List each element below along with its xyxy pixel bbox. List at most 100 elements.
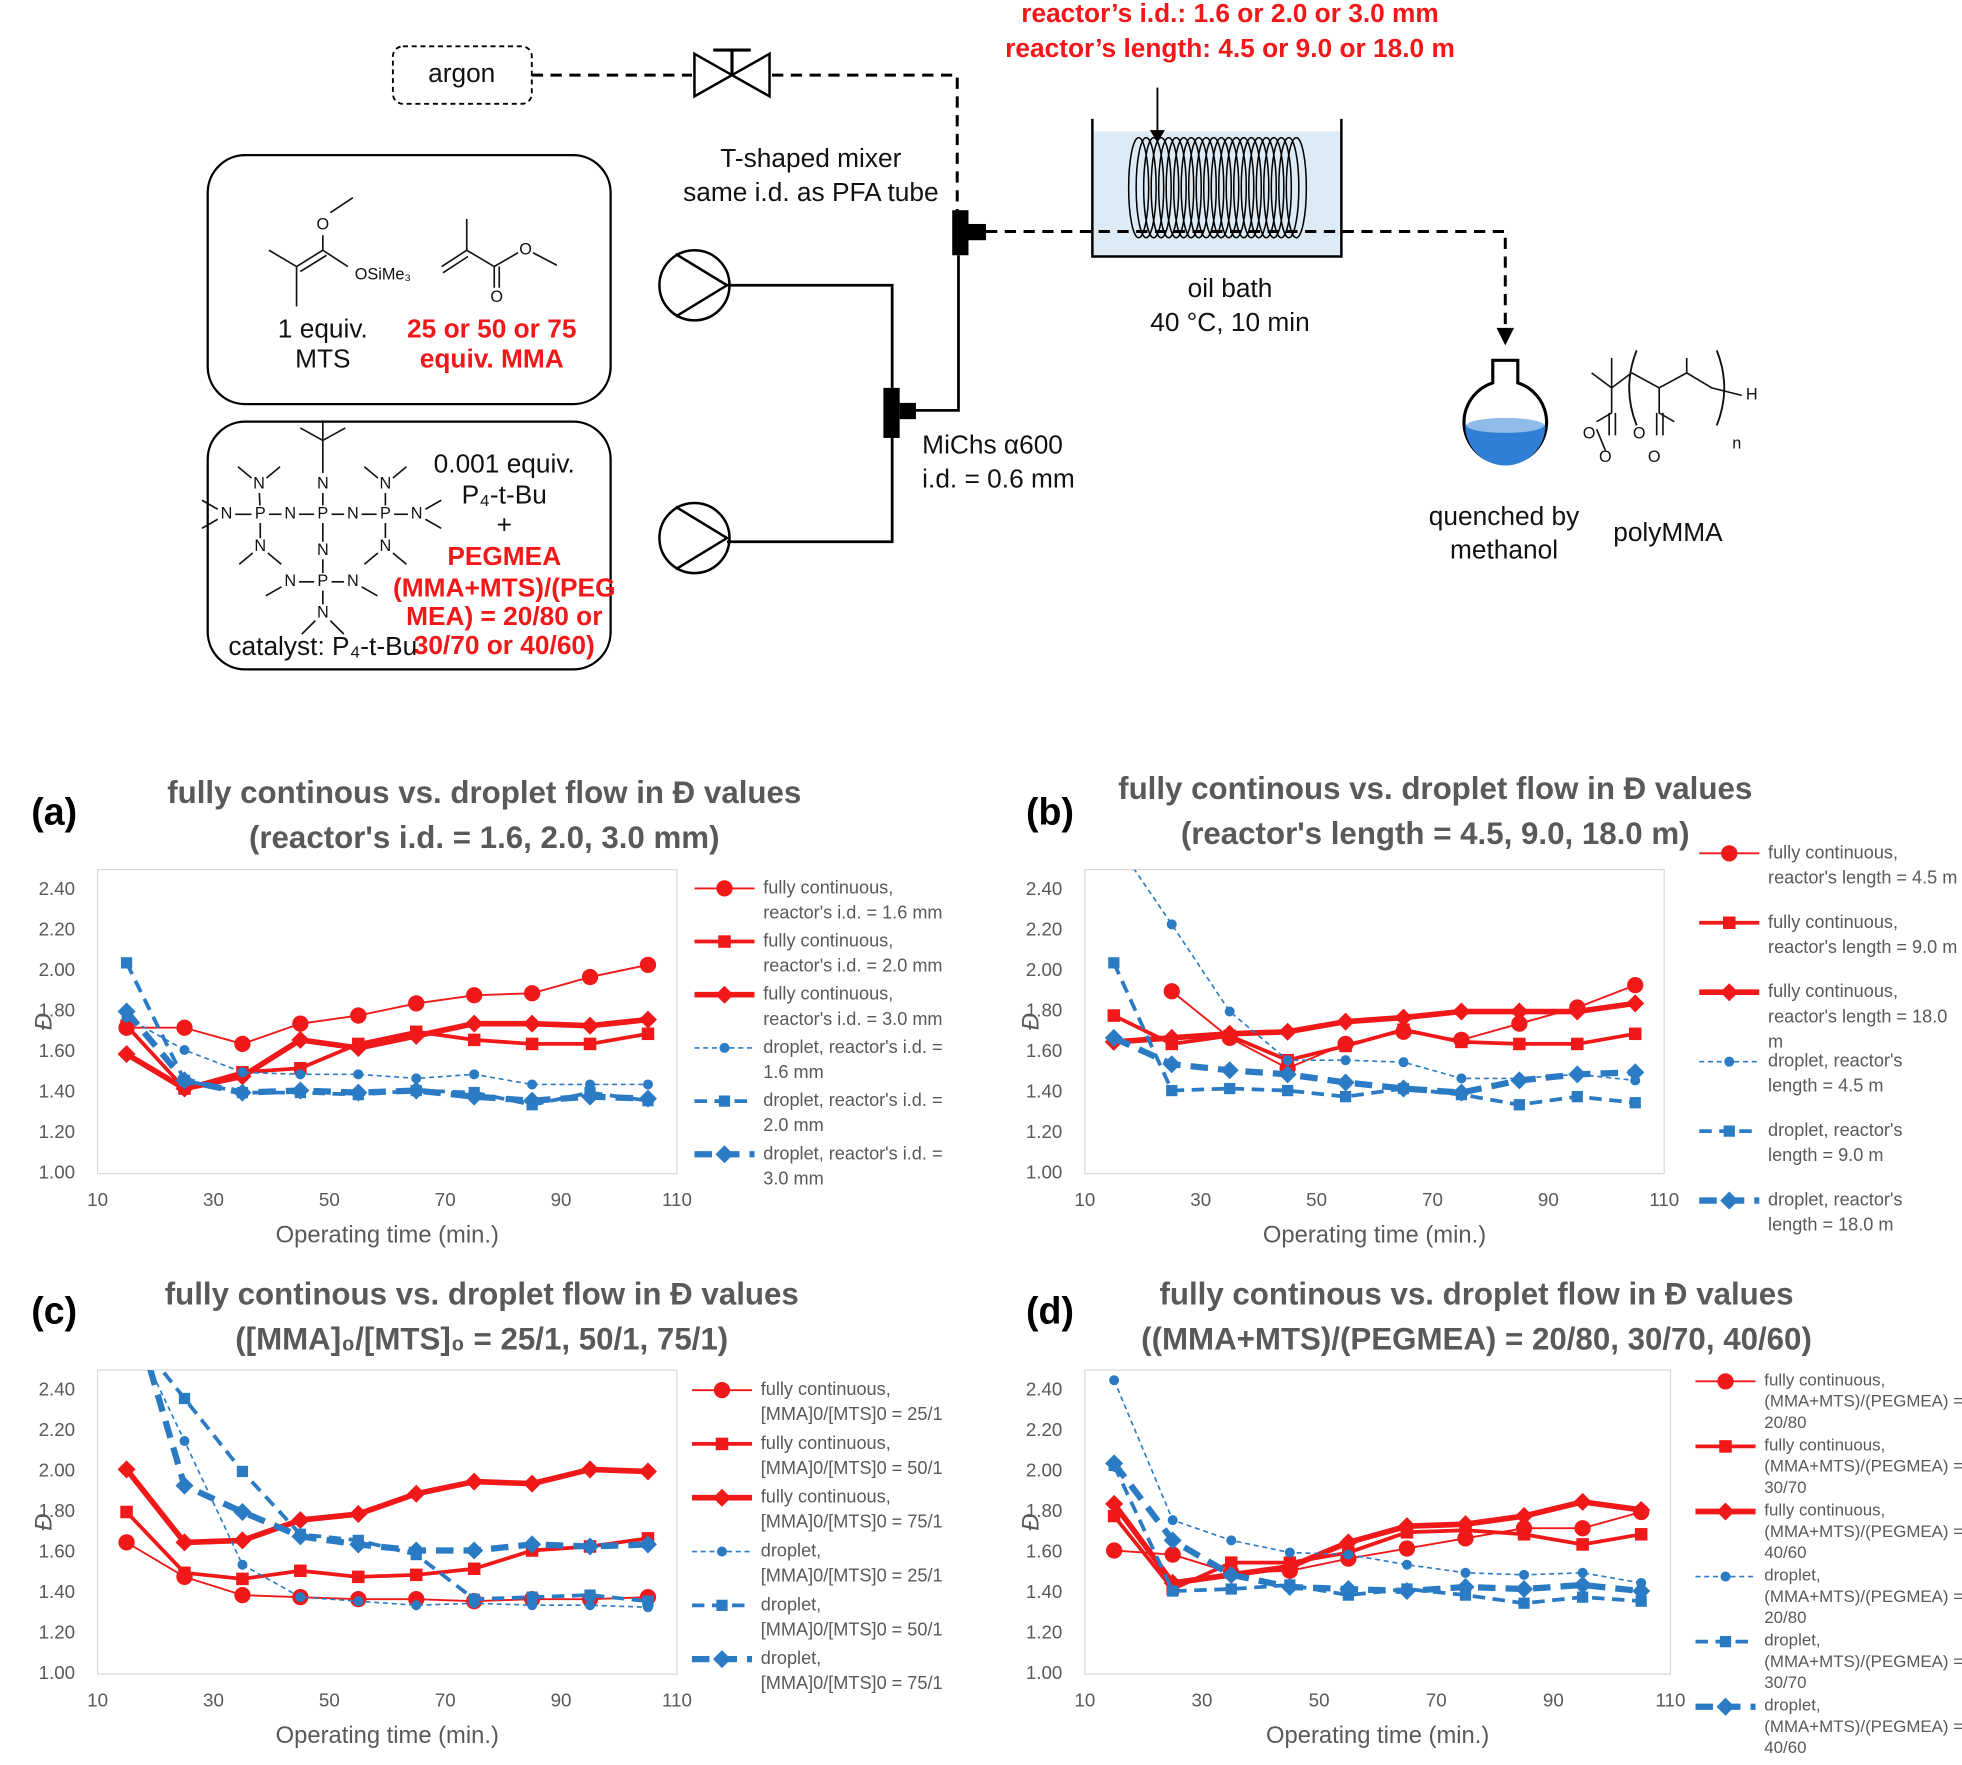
marker: [639, 956, 657, 974]
atom-label: N: [254, 537, 266, 555]
argon-label: argon: [428, 58, 495, 88]
catalyst-box: [206, 420, 612, 671]
marker: [176, 1019, 193, 1036]
marker: [295, 1592, 306, 1603]
panel-label: (d): [1026, 1290, 1074, 1332]
marker: [1518, 1597, 1530, 1609]
monomer-box: [206, 154, 612, 406]
legend-marker: [1721, 845, 1738, 862]
y-axis-label: Đ: [30, 1514, 57, 1531]
marker: [407, 1081, 426, 1100]
marker: [1394, 1008, 1413, 1027]
marker: [1571, 1091, 1583, 1103]
marker: [294, 1564, 307, 1578]
quench-label: quenched by: [1429, 501, 1580, 531]
oil-bath-label: oil bath: [1188, 273, 1273, 303]
marker: [1452, 1083, 1471, 1102]
marker: [291, 1030, 310, 1049]
marker: [1339, 1580, 1358, 1599]
methanol-surface: [1466, 417, 1545, 433]
marker: [1343, 1549, 1354, 1560]
pegmea-ratio: MEA) = 20/80 or: [406, 601, 602, 631]
chart-title: fully continous vs. droplet flow in Đ va…: [167, 775, 801, 810]
marker: [467, 1562, 481, 1576]
marker: [1456, 1577, 1475, 1597]
coil-turn: [1217, 136, 1240, 239]
x-tick-label: 70: [1422, 1189, 1443, 1210]
mts-atoms: O OSiMe₃ O O: [317, 216, 532, 307]
marker: [467, 1033, 481, 1047]
x-tick-label: 10: [1074, 1189, 1095, 1210]
atom-label: P: [255, 505, 266, 523]
marker: [466, 987, 483, 1004]
marker: [1511, 1015, 1528, 1032]
marker: [117, 1460, 136, 1479]
legend-entry: droplet, reactor's length = 18.0 m: [1768, 1189, 1907, 1234]
methyl: [363, 466, 379, 479]
y-tick-label: 2.40: [1026, 1378, 1063, 1399]
series-line: [1113, 1000, 1636, 1045]
plus: +: [497, 510, 512, 540]
atom-label: OSiMe₃: [355, 266, 411, 284]
x-tick-label: 70: [435, 1690, 456, 1711]
marker: [349, 1038, 368, 1057]
marker: [1220, 1024, 1239, 1043]
marker: [1280, 1557, 1299, 1576]
marker: [1280, 1577, 1299, 1597]
x-tick-label: 90: [1538, 1189, 1559, 1210]
x-tick-label: 10: [87, 1690, 108, 1711]
chart-title: fully continous vs. droplet flow in Đ va…: [165, 1277, 799, 1312]
methyl: [361, 586, 378, 597]
marker: [1282, 1055, 1293, 1066]
marker: [1224, 1006, 1235, 1017]
marker: [1167, 1585, 1179, 1597]
methyl: [392, 466, 407, 479]
y-tick-label: 2.00: [39, 1459, 76, 1480]
marker: [411, 1073, 422, 1084]
y-tick-label: 2.00: [39, 959, 76, 980]
marker: [585, 1600, 596, 1611]
legend-entry: droplet, [MMA]0/[MTS]0 = 75/1: [761, 1648, 943, 1693]
atom-label: O: [1583, 424, 1596, 442]
marker: [1398, 1057, 1409, 1068]
marker: [1513, 1037, 1526, 1051]
x-tick-label: 110: [1649, 1189, 1679, 1210]
legend-marker: [718, 1095, 731, 1107]
marker: [407, 1026, 426, 1045]
atom-label: P: [380, 505, 391, 523]
y-tick-label: 1.80: [1026, 1500, 1063, 1521]
x-tick-label: 90: [1543, 1690, 1564, 1711]
y-tick-label: 1.60: [1026, 1540, 1063, 1561]
marker: [1632, 1582, 1651, 1601]
series-line: [1111, 1461, 1642, 1595]
legend-marker: [1716, 1697, 1735, 1716]
marker: [641, 1027, 655, 1041]
marker: [408, 995, 425, 1012]
x-tick-label: 50: [319, 1189, 340, 1210]
legend-entry: droplet, (MMA+MTS)/(PEGMEA) = 40/60: [1764, 1696, 1962, 1758]
methyl: [363, 552, 379, 565]
y-tick-label: 1.60: [39, 1040, 76, 1061]
marker: [1340, 1055, 1351, 1066]
x-axis-label: Operating time (min.): [276, 1222, 499, 1249]
marker: [1573, 1575, 1592, 1594]
quench-label: methanol: [1450, 535, 1558, 565]
marker: [353, 1596, 364, 1607]
marker: [118, 1280, 136, 1298]
marker: [1627, 977, 1644, 994]
series-line: [124, 1466, 649, 1546]
marker: [121, 1320, 132, 1331]
legend-marker: [715, 1145, 734, 1164]
series-line: [126, 1016, 648, 1086]
coil-turn: [1157, 136, 1180, 239]
legend-marker: [1723, 1125, 1735, 1137]
methyl: [201, 518, 219, 529]
marker: [178, 1566, 191, 1580]
atom-label: O: [317, 216, 330, 234]
marker: [1163, 1531, 1182, 1550]
mts-label: MTS: [295, 343, 350, 373]
x-tick-label: 50: [1309, 1690, 1330, 1711]
y-tick-label: 2.20: [1026, 918, 1063, 939]
marker: [1166, 919, 1177, 930]
